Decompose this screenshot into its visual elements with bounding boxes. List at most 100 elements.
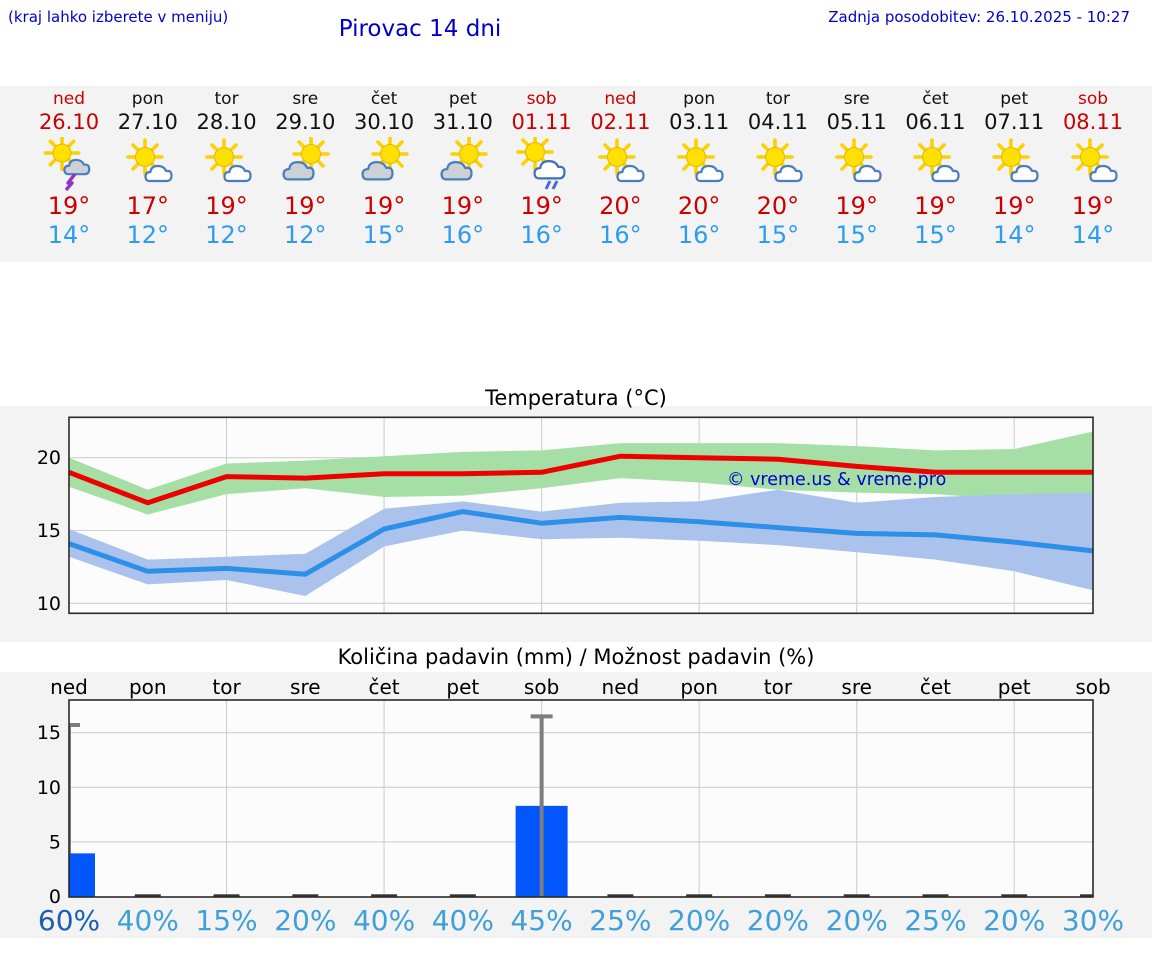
last-update-text: Zadnja posodobitev: 26.10.2025 - 10:27 xyxy=(828,8,1130,26)
high-temp: 19° xyxy=(835,192,878,220)
temperature-chart: Temperatura (°C) © vreme.us & vreme.pro 10… xyxy=(0,386,1152,642)
partly-cloudy-icon xyxy=(204,138,252,183)
forecast-day: tor 04.11 20° 15° xyxy=(732,86,824,250)
low-temp: 15° xyxy=(756,221,800,249)
partly-cloudy-icon xyxy=(598,138,645,183)
precip-zero-tick xyxy=(686,894,713,897)
y-tick-label: 0 xyxy=(49,886,61,908)
day-name: sob xyxy=(1077,89,1109,109)
precip-zero-tick xyxy=(1080,894,1093,897)
precip-zero-tick xyxy=(843,894,870,897)
y-tick-label: 20 xyxy=(37,447,61,469)
precip-day-label: pon xyxy=(129,675,167,699)
forecast-charts-svg: Temperatura (°C) © vreme.us & vreme.pro 10… xyxy=(0,386,1152,938)
forecast-day: sre 29.10 19° 12° xyxy=(259,86,351,250)
day-date: 31.10 xyxy=(432,110,493,134)
y-tick-label: 15 xyxy=(37,520,61,542)
sun-rain-icon xyxy=(515,137,566,190)
precip-zero-tick xyxy=(764,894,791,897)
y-tick-label: 10 xyxy=(37,777,61,799)
partly-cloudy-icon xyxy=(756,138,803,183)
precip-probability-label: 45% xyxy=(510,904,572,937)
precip-probability-label: 40% xyxy=(117,904,179,937)
precip-day-label: sre xyxy=(290,675,321,699)
forecast-day: tor 28.10 19° 12° xyxy=(181,86,273,250)
precip-day-label: sob xyxy=(524,675,559,699)
precip-day-label: tor xyxy=(212,675,241,699)
day-date: 27.10 xyxy=(117,110,178,134)
precip-zero-tick xyxy=(1001,894,1028,897)
day-name: sre xyxy=(843,89,870,109)
precip-day-label: ned xyxy=(50,675,88,699)
cloud-sun-icon xyxy=(440,137,488,181)
high-temp: 20° xyxy=(677,192,721,220)
cloud-sun-icon xyxy=(361,137,409,181)
charts-area: Temperatura (°C) © vreme.us & vreme.pro 10… xyxy=(0,380,1152,940)
high-temp: 20° xyxy=(756,192,800,220)
day-date: 01.11 xyxy=(511,110,572,134)
high-temp: 19° xyxy=(1071,192,1115,220)
precip-probability-label: 15% xyxy=(195,904,257,937)
low-temp: 14° xyxy=(47,221,91,249)
temperature-chart-title: Temperatura (°C) xyxy=(484,386,667,410)
menu-hint-text: (kraj lahko izberete v meniju) xyxy=(8,8,229,26)
day-name: ned xyxy=(604,89,637,109)
low-temp: 12° xyxy=(284,221,327,249)
day-date: 30.10 xyxy=(354,110,415,134)
day-date: 07.11 xyxy=(984,110,1045,134)
partly-cloudy-icon xyxy=(677,138,724,183)
low-temp: 12° xyxy=(205,221,248,249)
high-temp: 19° xyxy=(441,192,485,220)
forecast-day: sob 01.11 19° 16° xyxy=(496,86,588,250)
low-temp: 15° xyxy=(914,221,957,249)
min-temp-band xyxy=(69,489,1093,596)
low-temp: 12° xyxy=(126,221,170,249)
high-temp: 20° xyxy=(599,192,642,220)
forecast-day-strip: ned 26.10 19° 14° pon 27.10 17° 12° tor … xyxy=(0,86,1152,262)
partly-cloudy-icon xyxy=(992,138,1039,183)
precip-probability-label: 60% xyxy=(38,904,100,937)
precip-zero-tick xyxy=(371,894,398,897)
day-name: pet xyxy=(1000,89,1029,109)
high-temp: 19° xyxy=(205,192,248,220)
day-date: 04.11 xyxy=(747,110,808,134)
precip-zero-tick xyxy=(449,894,476,897)
precipitation-chart-title: Količina padavin (mm) / Možnost padavin … xyxy=(338,645,815,669)
forecast-day: pet 31.10 19° 16° xyxy=(417,86,509,250)
precip-day-label: pon xyxy=(680,675,718,699)
precip-day-label: ned xyxy=(602,675,640,699)
day-date: 06.11 xyxy=(905,110,966,134)
partly-cloudy-icon xyxy=(125,138,173,183)
day-name: pet xyxy=(448,89,477,109)
forecast-day: sre 05.11 19° 15° xyxy=(811,86,903,250)
precip-probability-label: 20% xyxy=(747,904,809,937)
precip-day-label: sob xyxy=(1075,675,1110,699)
day-name: čet xyxy=(370,89,398,109)
forecast-day: pet 07.11 19° 14° xyxy=(968,86,1060,250)
partly-cloudy-icon xyxy=(913,138,961,183)
forecast-day: pon 27.10 17° 12° xyxy=(102,86,194,250)
max-temp-line xyxy=(68,453,1093,506)
precip-probability-label: 25% xyxy=(904,904,966,937)
day-name: čet xyxy=(922,89,949,109)
forecast-day: pon 03.11 20° 16° xyxy=(653,86,745,250)
precip-probability-label: 40% xyxy=(353,904,415,937)
precip-zero-tick xyxy=(607,894,634,897)
day-date: 08.11 xyxy=(1062,110,1124,134)
precip-zero-tick xyxy=(134,894,161,897)
cloud-sun-icon xyxy=(282,137,331,181)
watermark-link[interactable]: © vreme.us & vreme.pro xyxy=(727,470,946,490)
high-temp: 19° xyxy=(362,192,406,220)
high-temp: 19° xyxy=(47,192,91,220)
precip-day-label: tor xyxy=(764,675,793,699)
day-date: 03.11 xyxy=(669,110,730,134)
y-tick-label: 15 xyxy=(37,722,61,744)
precip-probability-label: 20% xyxy=(826,904,888,937)
low-temp: 16° xyxy=(599,221,642,249)
day-date: 02.11 xyxy=(590,110,651,134)
precip-zero-tick xyxy=(292,894,319,897)
low-temp: 16° xyxy=(677,221,721,249)
precip-bar xyxy=(69,853,95,897)
low-temp: 14° xyxy=(992,221,1036,249)
